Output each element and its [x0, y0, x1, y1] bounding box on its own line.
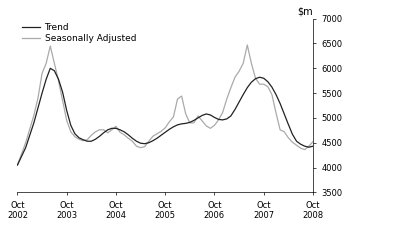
Legend: Trend, Seasonally Adjusted: Trend, Seasonally Adjusted	[22, 23, 136, 43]
Text: $m: $m	[297, 7, 313, 17]
